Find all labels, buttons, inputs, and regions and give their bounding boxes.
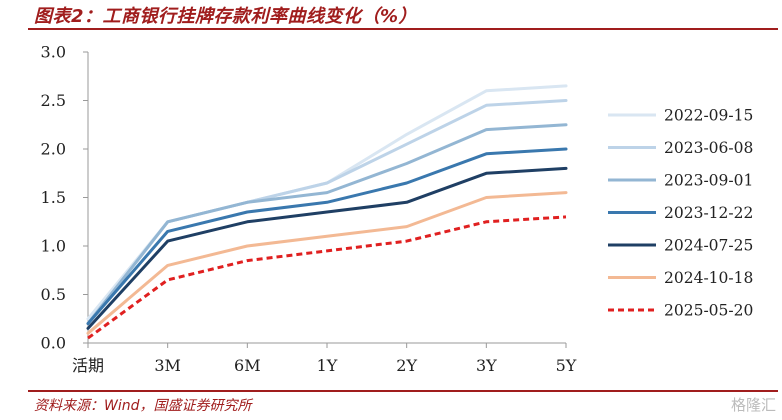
legend-label: 2023-09-01 xyxy=(664,172,753,190)
chart-series-group xyxy=(86,84,568,340)
chart-title: 图表2：工商银行挂牌存款利率曲线变化（%） xyxy=(34,6,418,27)
legend-label: 2023-06-08 xyxy=(664,139,753,157)
series-line-2024-07-25 xyxy=(86,166,568,330)
chart-axes: 0.0 0.5 1.0 1.5 2.0 2.5 3.0 活期 3M 6M 1Y 2Y 3Y 5Y xyxy=(41,43,577,376)
x-tick-label: 1Y xyxy=(317,356,338,375)
watermark-logo: 格隆汇 xyxy=(730,396,776,414)
series-line-2023-12-22 xyxy=(86,147,568,326)
y-tick-label: 1.5 xyxy=(41,188,66,207)
legend-label: 2023-12-22 xyxy=(664,204,753,222)
chart-canvas: 0.0 0.5 1.0 1.5 2.0 2.5 3.0 活期 3M 6M 1Y 2Y 3Y 5Y 2022… xyxy=(41,43,754,376)
legend-label: 2022-09-15 xyxy=(664,107,753,125)
series-line-2025-05-20 xyxy=(87,215,567,340)
legend-label: 2024-07-25 xyxy=(664,237,753,255)
source-note: 资料来源：Wind，国盛证券研究所 xyxy=(34,398,252,414)
y-tick-label: 0.0 xyxy=(41,334,66,353)
x-tick-label: 5Y xyxy=(556,356,577,375)
y-tick-label: 2.5 xyxy=(41,91,66,110)
chart-legend: 2022-09-15 2023-06-08 2023-09-01 2023-12-22… xyxy=(608,107,753,320)
title-rule xyxy=(28,28,778,30)
legend-label: 2024-10-18 xyxy=(664,269,753,287)
x-tick-label: 2Y xyxy=(396,356,417,375)
footer-rule xyxy=(28,390,778,392)
x-tick-label: 6M xyxy=(234,356,261,375)
y-tick-label: 2.0 xyxy=(41,140,66,159)
legend-label: 2025-05-20 xyxy=(664,302,753,320)
y-tick-label: 0.5 xyxy=(41,285,66,304)
x-tick-label: 3M xyxy=(154,356,181,375)
series-line-2023-09-01 xyxy=(86,123,568,326)
y-tick-label: 3.0 xyxy=(41,43,66,62)
series-line-2024-10-18 xyxy=(86,191,568,335)
x-tick-label: 3Y xyxy=(476,356,497,375)
y-tick-label: 1.0 xyxy=(41,237,66,256)
x-tick-label: 活期 xyxy=(72,356,104,375)
